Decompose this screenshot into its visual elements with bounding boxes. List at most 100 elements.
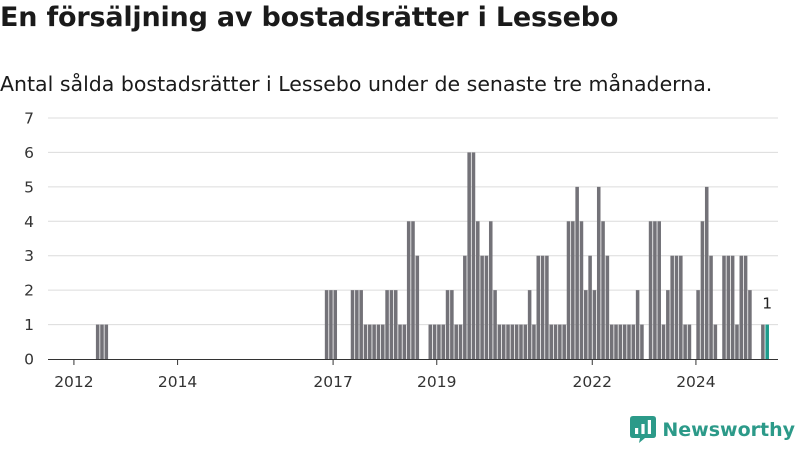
bar bbox=[389, 290, 394, 359]
x-tick-label: 2024 bbox=[676, 373, 715, 391]
bar bbox=[679, 255, 683, 359]
data-label-latest: 1 bbox=[762, 295, 772, 313]
bar bbox=[437, 324, 441, 359]
bar bbox=[519, 324, 523, 359]
bar bbox=[450, 290, 454, 359]
x-tick-label: 2012 bbox=[54, 373, 93, 391]
bar bbox=[722, 255, 726, 359]
bar bbox=[657, 221, 661, 359]
y-tick-label: 1 bbox=[24, 316, 34, 334]
chart-subtitle: Antal sålda bostadsrätter i Lessebo unde… bbox=[0, 72, 713, 96]
bar bbox=[596, 186, 601, 359]
bar bbox=[393, 290, 398, 359]
bar bbox=[661, 324, 666, 359]
bar bbox=[653, 221, 657, 359]
bar bbox=[471, 152, 476, 359]
y-tick-label: 3 bbox=[24, 247, 34, 265]
bar bbox=[380, 324, 385, 359]
bar bbox=[359, 290, 363, 359]
bar bbox=[713, 324, 718, 359]
bar bbox=[683, 324, 687, 359]
bar bbox=[726, 255, 731, 359]
bar bbox=[100, 324, 104, 359]
bar bbox=[648, 221, 653, 359]
bar bbox=[666, 290, 670, 359]
bar bbox=[441, 324, 446, 359]
bar bbox=[545, 255, 549, 359]
bar bbox=[484, 255, 489, 359]
bar bbox=[549, 324, 553, 359]
x-tick-label: 2014 bbox=[158, 373, 197, 391]
bar bbox=[510, 324, 515, 359]
x-axis: 2012 2014 2017 2019 2022 2024 bbox=[48, 359, 778, 391]
bar bbox=[640, 324, 644, 359]
bar bbox=[411, 221, 415, 359]
bar bbox=[709, 255, 713, 359]
bar bbox=[104, 324, 109, 359]
bar bbox=[584, 290, 588, 359]
chart-title: En försäljning av bostadsrätter i Lesseb… bbox=[0, 2, 619, 33]
bar bbox=[592, 290, 597, 359]
y-tick-label: 5 bbox=[24, 178, 34, 196]
bar bbox=[467, 152, 471, 359]
bar bbox=[739, 255, 744, 359]
bar bbox=[601, 221, 605, 359]
x-tick-label: 2017 bbox=[313, 373, 352, 391]
y-tick-label: 6 bbox=[24, 144, 34, 162]
bar bbox=[609, 324, 614, 359]
bar bbox=[454, 324, 458, 359]
bar bbox=[730, 255, 735, 359]
bar bbox=[385, 290, 389, 359]
brand-name: Newsworthy bbox=[662, 419, 795, 441]
bar bbox=[532, 324, 536, 359]
bar bbox=[674, 255, 679, 359]
bar bbox=[398, 324, 402, 359]
bar bbox=[432, 324, 437, 359]
bar bbox=[95, 324, 100, 359]
y-tick-label: 0 bbox=[24, 351, 34, 369]
bar bbox=[402, 324, 407, 359]
bar bbox=[476, 221, 480, 359]
data-labels: 1 bbox=[762, 295, 772, 313]
bar bbox=[566, 221, 571, 359]
bar bbox=[333, 290, 338, 359]
bar bbox=[355, 290, 359, 359]
bar bbox=[558, 324, 562, 359]
bar bbox=[622, 324, 627, 359]
bar bbox=[506, 324, 510, 359]
bar bbox=[428, 324, 433, 359]
bar bbox=[324, 290, 329, 359]
bar bbox=[523, 324, 528, 359]
bar bbox=[635, 290, 640, 359]
bar bbox=[368, 324, 372, 359]
bar bbox=[571, 221, 575, 359]
bar bbox=[463, 255, 467, 359]
y-tick-label: 2 bbox=[24, 282, 34, 300]
bar bbox=[704, 186, 709, 359]
newsworthy-brand: Newsworthy bbox=[630, 416, 795, 444]
bar bbox=[415, 255, 420, 359]
bar bbox=[614, 324, 618, 359]
bars bbox=[95, 152, 769, 359]
bar bbox=[493, 290, 497, 359]
bar bbox=[562, 324, 566, 359]
bar bbox=[687, 324, 692, 359]
x-tick-label: 2019 bbox=[417, 373, 456, 391]
y-axis-ticks: 0 1 2 3 4 5 6 7 bbox=[24, 110, 34, 369]
bar bbox=[501, 324, 506, 359]
bar bbox=[406, 221, 411, 359]
bar bbox=[540, 255, 545, 359]
bar bbox=[696, 290, 700, 359]
y-tick-label: 4 bbox=[24, 213, 34, 231]
bar bbox=[350, 290, 355, 359]
bar bbox=[480, 255, 484, 359]
bar bbox=[488, 221, 493, 359]
bar bbox=[670, 255, 674, 359]
bar bbox=[458, 324, 463, 359]
bar bbox=[627, 324, 631, 359]
bar bbox=[536, 255, 541, 359]
bar bbox=[700, 221, 705, 359]
bar-latest bbox=[765, 324, 769, 359]
bar bbox=[527, 290, 532, 359]
